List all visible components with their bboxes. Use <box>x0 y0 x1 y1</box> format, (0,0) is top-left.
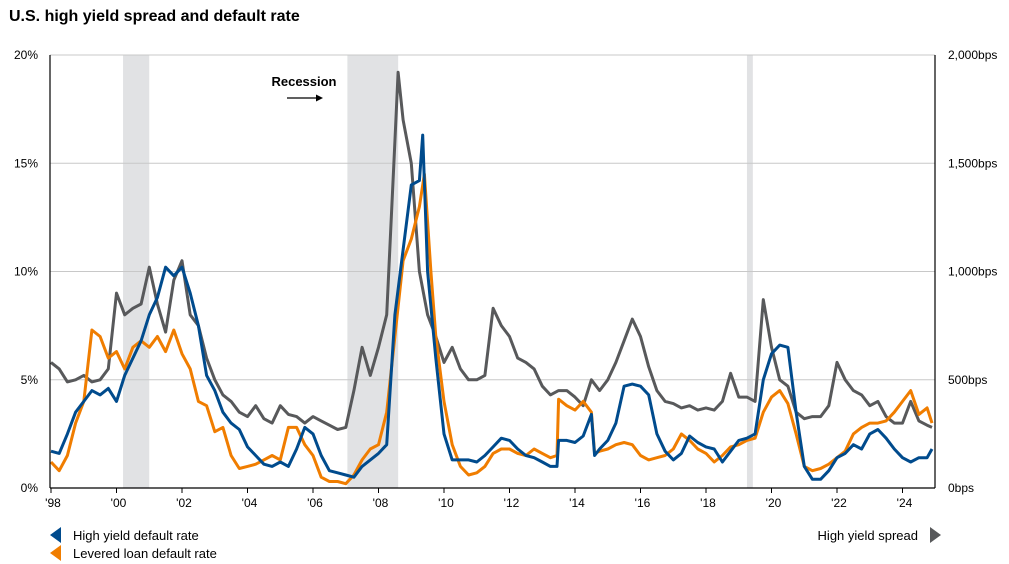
y-right-tick-label: 0bps <box>948 481 974 495</box>
x-tick-label: '00 <box>111 496 127 510</box>
x-tick-label: '98 <box>45 496 61 510</box>
x-tick-label: '08 <box>373 496 389 510</box>
series-line-high-yield-default-rate <box>50 133 934 481</box>
legend-item-loan-default: Levered loan default rate <box>50 545 217 561</box>
legend-item-spread: High yield spread <box>818 527 941 543</box>
left-triangle-icon <box>50 545 61 561</box>
x-tick-label: '14 <box>569 496 585 510</box>
y-left-tick-label: 5% <box>21 373 39 387</box>
legend-label: High yield spread <box>817 527 918 543</box>
y-right-tick-label: 500bps <box>948 373 987 387</box>
left-triangle-icon <box>50 527 61 543</box>
x-tick-label: '02 <box>176 496 192 510</box>
x-tick-label: '22 <box>831 496 847 510</box>
x-tick-label: '18 <box>700 496 716 510</box>
y-right-tick-label: 2,000bps <box>948 48 997 62</box>
x-tick-label: '20 <box>766 496 782 510</box>
series-line-high-yield-spread <box>50 70 933 431</box>
y-right-tick-label: 1,000bps <box>948 265 997 279</box>
right-triangle-icon <box>930 527 941 543</box>
y-left-tick-label: 0% <box>21 481 39 495</box>
x-tick-label: '12 <box>504 496 520 510</box>
x-tick-label: '16 <box>635 496 651 510</box>
x-tick-label: '04 <box>242 496 258 510</box>
series-line-levered-loan-default-rate <box>49 172 934 486</box>
recession-arrow-icon <box>287 94 323 102</box>
recession-annotation: Recession <box>271 74 336 89</box>
y-left-tick-label: 20% <box>14 48 38 62</box>
x-tick-label: '06 <box>307 496 323 510</box>
y-right-tick-label: 1,500bps <box>948 156 997 170</box>
y-left-tick-label: 10% <box>14 265 38 279</box>
legend-label: Levered loan default rate <box>73 545 217 561</box>
y-left-tick-label: 15% <box>14 156 38 170</box>
x-tick-label: '10 <box>438 496 454 510</box>
chart-title: U.S. high yield spread and default rate <box>9 8 300 25</box>
legend-label: High yield default rate <box>73 527 199 543</box>
x-tick-label: '24 <box>897 496 913 510</box>
legend-item-hy-default: High yield default rate <box>50 527 199 543</box>
